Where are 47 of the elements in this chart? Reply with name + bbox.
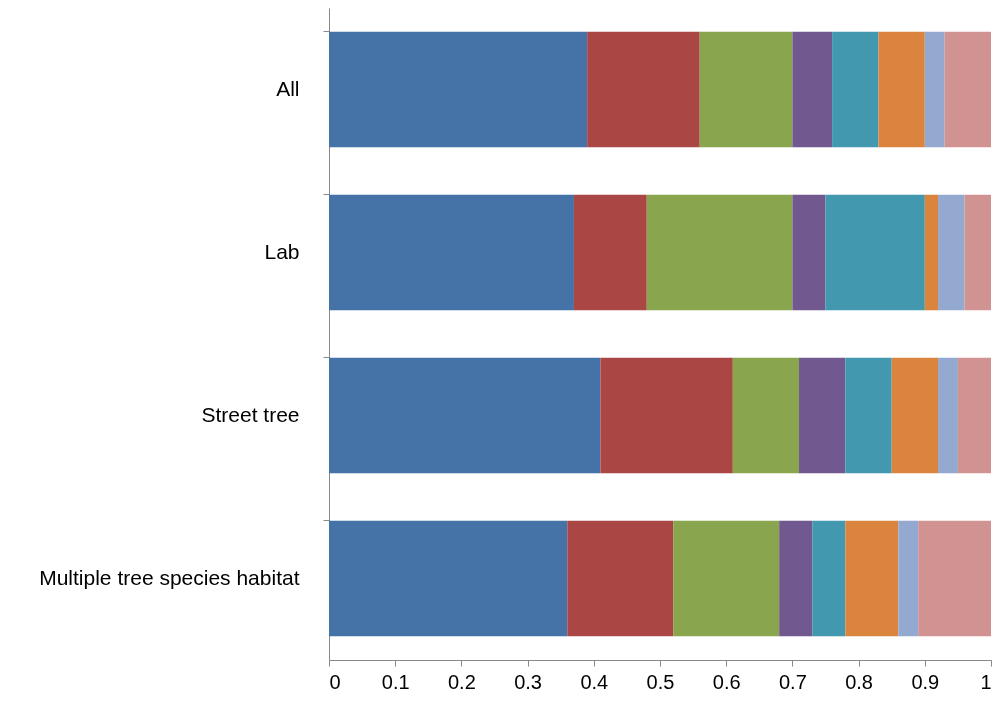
x-tick-label: 0.3 — [514, 670, 543, 693]
bar — [600, 357, 733, 474]
x-tick-label: 0.7 — [778, 670, 807, 693]
bar — [329, 520, 568, 637]
y-tick-label: Lab — [264, 239, 300, 263]
bar — [924, 194, 939, 311]
y-tick-label: Multiple tree species habitat — [39, 565, 300, 589]
bar — [573, 194, 647, 311]
bar — [898, 520, 919, 637]
bar — [779, 520, 813, 637]
bar — [329, 31, 588, 148]
bar — [792, 31, 833, 148]
x-tick-label: 0.8 — [845, 670, 874, 693]
bar — [732, 357, 800, 474]
bar — [792, 194, 826, 311]
bar — [699, 31, 793, 148]
bar — [799, 357, 846, 474]
bar — [812, 520, 846, 637]
bar — [845, 357, 892, 474]
bar — [938, 357, 958, 474]
bar — [825, 194, 925, 311]
bar — [673, 520, 780, 637]
bar — [587, 31, 700, 148]
bar — [878, 31, 925, 148]
bar — [964, 194, 991, 311]
bar — [957, 357, 991, 474]
bar — [944, 31, 991, 148]
y-tick-label: All — [276, 76, 300, 100]
bar — [938, 194, 965, 311]
bar — [832, 31, 879, 148]
y-tick-label: Street tree — [201, 402, 300, 426]
x-tick-label: 0.2 — [447, 670, 476, 693]
x-tick-label: 0.9 — [911, 670, 940, 693]
x-tick-label: 0.6 — [712, 670, 741, 693]
bar — [924, 31, 945, 148]
x-tick-label: 1 — [980, 670, 992, 693]
x-tick-label: 0 — [329, 670, 341, 693]
bar — [646, 194, 793, 311]
bar — [891, 357, 939, 474]
x-tick-label: 0.1 — [381, 670, 410, 693]
bar — [918, 520, 991, 637]
x-tick-label: 0.4 — [580, 670, 609, 693]
x-tick-label: 0.5 — [646, 670, 675, 693]
bar — [329, 194, 574, 311]
bar — [567, 520, 674, 637]
bar — [329, 357, 601, 474]
bar — [845, 520, 899, 637]
